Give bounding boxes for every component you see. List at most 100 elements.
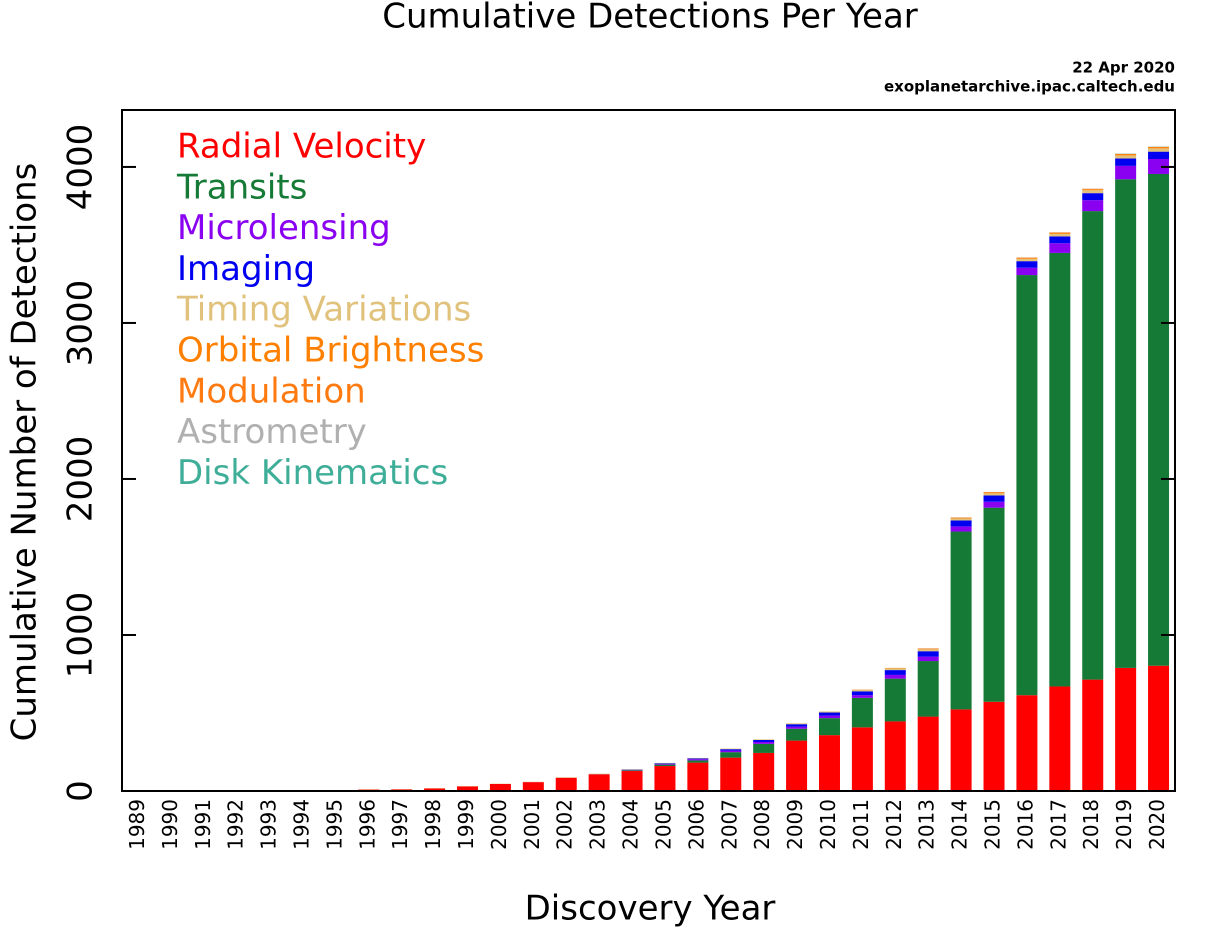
bar-segment — [753, 739, 775, 743]
bar-segment — [851, 691, 873, 696]
bar-segment — [1049, 233, 1071, 237]
bar-segment — [654, 764, 676, 765]
bar-segment — [786, 740, 808, 791]
date-note: 22 Apr 2020 — [1072, 59, 1175, 77]
y-tick-label: 0 — [61, 780, 101, 802]
bar-segment — [1049, 243, 1071, 253]
bar-segment — [753, 742, 775, 744]
legend-entry: Imaging — [177, 249, 315, 289]
bar-segment — [884, 670, 906, 675]
bar-segment — [983, 501, 1005, 508]
bar-segment — [1082, 679, 1104, 791]
bar-segment — [917, 651, 939, 657]
x-tick-label: 2004 — [619, 799, 643, 850]
x-tick-label: 2006 — [684, 799, 708, 850]
bar-segment — [522, 782, 544, 791]
bar-segment — [720, 757, 742, 791]
bar-segment — [1016, 695, 1038, 791]
bar-segment — [720, 752, 742, 758]
bar-segment — [1148, 148, 1170, 152]
bar-segment — [818, 718, 840, 736]
legend-entry: Microlensing — [177, 208, 391, 248]
bar-segment — [983, 507, 1005, 702]
bar-segment — [1016, 258, 1038, 262]
x-tick-label: 2005 — [651, 799, 675, 850]
bar-segment — [1082, 211, 1104, 680]
bar-segment — [884, 674, 906, 679]
bar-segment — [1049, 232, 1071, 234]
bar-segment — [1016, 258, 1038, 259]
x-tick-label: 2008 — [750, 799, 774, 850]
bar-segment — [720, 749, 742, 751]
x-tick-label: 1992 — [224, 799, 248, 850]
x-tick-label: 1993 — [257, 799, 281, 850]
bar-segment — [1082, 200, 1104, 212]
bar-segment — [424, 788, 446, 791]
bar-segment — [917, 648, 939, 650]
bar-segment — [983, 493, 1005, 496]
bar-segment — [1148, 158, 1170, 174]
bar-segment — [950, 517, 972, 519]
y-tick-label: 4000 — [61, 124, 101, 211]
bar-segment — [654, 766, 676, 791]
bar-segment — [457, 786, 479, 791]
x-axis-label: Discovery Year — [525, 889, 776, 929]
x-tick-label: 2014 — [948, 799, 972, 850]
bar-segment — [753, 752, 775, 791]
y-tick-label: 1000 — [61, 592, 101, 679]
bar-segment — [1148, 147, 1170, 149]
bar-segment — [818, 712, 840, 716]
chart-title: Cumulative Detections Per Year — [382, 0, 918, 37]
x-tick-label: 2002 — [553, 799, 577, 850]
x-tick-label: 2001 — [520, 799, 544, 850]
bar-segment — [1115, 179, 1137, 668]
bar-segment — [1115, 154, 1137, 156]
bar-segment — [1148, 151, 1170, 159]
bar-segment — [1016, 261, 1038, 268]
bar-segment — [786, 723, 808, 725]
bar-segment — [654, 763, 676, 765]
bar-segment — [1148, 665, 1170, 791]
y-tick-label: 2000 — [61, 436, 101, 523]
legend-entry: Orbital Brightness — [177, 331, 484, 371]
bar-segment — [917, 661, 939, 717]
bar-segment — [884, 668, 906, 671]
bar-segment — [1115, 667, 1137, 791]
x-tick-label: 1989 — [125, 799, 149, 850]
bar-segment — [1016, 275, 1038, 696]
bar-segment — [917, 656, 939, 662]
bar-segment — [654, 764, 676, 767]
bar-segment — [753, 743, 775, 753]
bar-segment — [1049, 252, 1071, 687]
legend-entry: Modulation — [177, 371, 366, 411]
source-note: exoplanetarchive.ipac.caltech.edu — [884, 78, 1175, 96]
bar-segment — [786, 726, 808, 729]
x-tick-label: 2013 — [915, 799, 939, 850]
bar-segment — [1148, 173, 1170, 666]
bar-segment — [720, 750, 742, 753]
bar-segment — [917, 649, 939, 652]
x-tick-label: 2012 — [882, 799, 906, 850]
bar-segment — [753, 739, 775, 740]
x-tick-label: 1991 — [191, 799, 215, 850]
bar-segment — [851, 695, 873, 698]
legend-entry: Astrometry — [177, 412, 367, 452]
bar-segment — [687, 760, 709, 763]
plot-frame — [121, 109, 1176, 792]
bar-segment — [786, 724, 808, 727]
bar-segment — [950, 709, 972, 791]
x-tick-label: 2010 — [816, 799, 840, 850]
x-tick-label: 1997 — [388, 799, 412, 850]
x-tick-label: 2003 — [586, 799, 610, 850]
bar-segment — [1115, 155, 1137, 159]
bar-segment — [687, 762, 709, 791]
x-tick-label: 2009 — [783, 799, 807, 850]
bar-segment — [818, 711, 840, 713]
x-tick-label: 1994 — [289, 799, 313, 850]
bar-segment — [950, 520, 972, 527]
x-tick-label: 2020 — [1145, 799, 1169, 850]
x-tick-label: 2007 — [717, 799, 741, 850]
x-tick-label: 1998 — [421, 799, 445, 850]
bar-segment — [884, 721, 906, 791]
